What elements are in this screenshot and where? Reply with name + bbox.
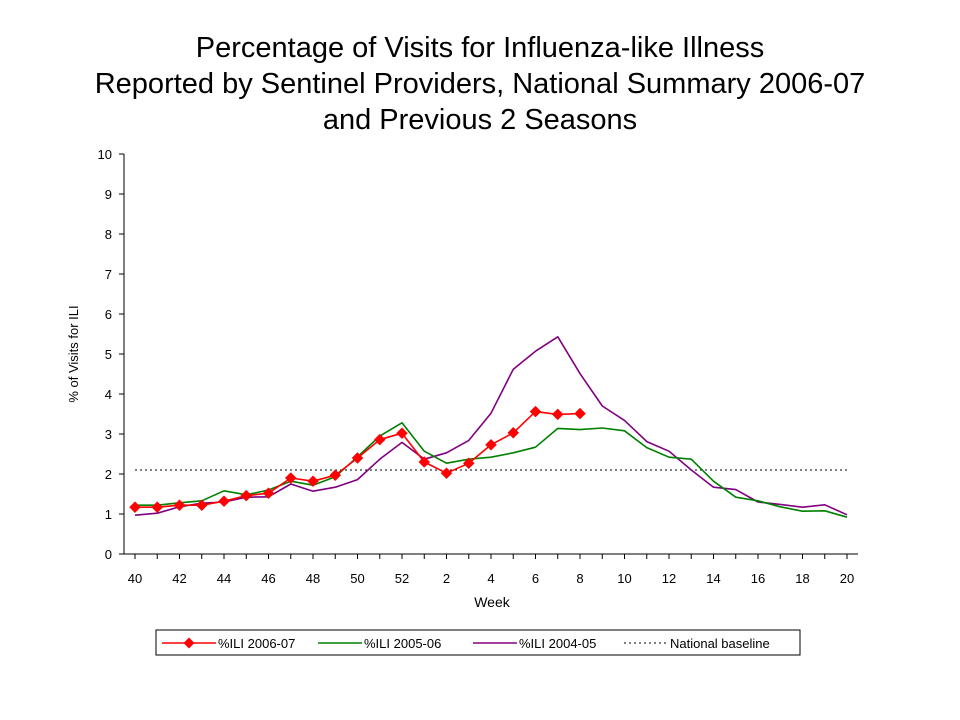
data-point-2006-07 <box>195 499 208 512</box>
y-tick-label: 6 <box>105 307 112 322</box>
x-axis-label: Week <box>474 594 511 610</box>
x-tick-label: 48 <box>306 571 320 586</box>
legend-marker-0 <box>183 637 195 649</box>
data-point-2006-07 <box>351 452 364 464</box>
data-point-2006-07 <box>574 407 586 420</box>
legend-label-3: National baseline <box>670 636 770 651</box>
x-tick-label: 2 <box>443 571 450 586</box>
data-point-2006-07 <box>462 457 475 470</box>
data-point-2006-07 <box>240 489 253 502</box>
chart-title-line-1: Percentage of Visits for Influenza-like … <box>195 32 765 64</box>
x-tick-label: 10 <box>617 571 631 586</box>
x-tick-label: 52 <box>395 571 409 586</box>
data-point-2006-07 <box>507 426 520 439</box>
data-point-2006-07 <box>418 456 431 468</box>
y-tick-label: 8 <box>105 227 112 242</box>
data-point-2006-07 <box>529 405 542 418</box>
data-point-2006-07 <box>262 487 275 500</box>
legend-label-2: %ILI 2004-05 <box>519 636 596 651</box>
x-tick-label: 44 <box>217 571 231 586</box>
y-tick-label: 1 <box>105 507 112 522</box>
data-point-2006-07 <box>307 475 319 488</box>
data-point-2006-07 <box>551 408 564 421</box>
legend: %ILI 2006-07 %ILI 2005-06 %ILI 2004-05 Nati… <box>155 629 801 656</box>
y-tick-label: 9 <box>105 187 112 202</box>
x-tick-label: 12 <box>662 571 676 586</box>
y-tick-label: 3 <box>105 427 112 442</box>
chart-title-line-2: Reported by Sentinel Providers, National… <box>94 68 866 100</box>
y-tick-label: 4 <box>105 387 112 402</box>
y-tick-label: 5 <box>105 347 112 362</box>
x-tick-label: 20 <box>840 571 854 586</box>
x-tick-label: 50 <box>350 571 364 586</box>
data-point-2006-07 <box>440 467 453 480</box>
y-tick-label: 0 <box>105 547 112 562</box>
chart-title-line-3: and Previous 2 Seasons <box>322 104 638 136</box>
data-point-2006-07 <box>151 501 164 514</box>
series-markers <box>129 405 586 514</box>
y-tick-label: 10 <box>98 147 112 162</box>
legend-label-1: %ILI 2005-06 <box>364 636 441 651</box>
y-tick-label: 7 <box>105 267 112 282</box>
x-tick-label: 16 <box>751 571 765 586</box>
x-tick-label: 40 <box>128 571 142 586</box>
x-tick-label: 8 <box>576 571 583 586</box>
data-point-2006-07 <box>373 433 386 446</box>
y-tick-label: 2 <box>105 467 112 482</box>
x-tick-label: 6 <box>532 571 539 586</box>
series-line-2 <box>134 335 848 516</box>
x-tick-label: 46 <box>261 571 275 586</box>
x-tick-label: 4 <box>487 571 494 586</box>
data-point-2006-07 <box>396 427 408 440</box>
data-point-2006-07 <box>284 472 297 484</box>
x-tick-label: 42 <box>172 571 186 586</box>
series-lines <box>134 335 848 518</box>
y-axis-label: % of Visits for ILI <box>66 305 81 402</box>
data-point-2006-07 <box>329 469 342 482</box>
x-tick-label: 18 <box>795 571 809 586</box>
legend-label-0: %ILI 2006-07 <box>218 636 295 651</box>
x-tick-label: 14 <box>706 571 720 586</box>
data-point-2006-07 <box>173 499 186 512</box>
data-point-2006-07 <box>129 501 141 514</box>
chart-title: Percentage of Visits for Influenza-like … <box>0 30 960 138</box>
data-point-2006-07 <box>485 438 497 451</box>
series-line-1 <box>135 421 848 518</box>
data-point-2006-07 <box>218 495 230 508</box>
